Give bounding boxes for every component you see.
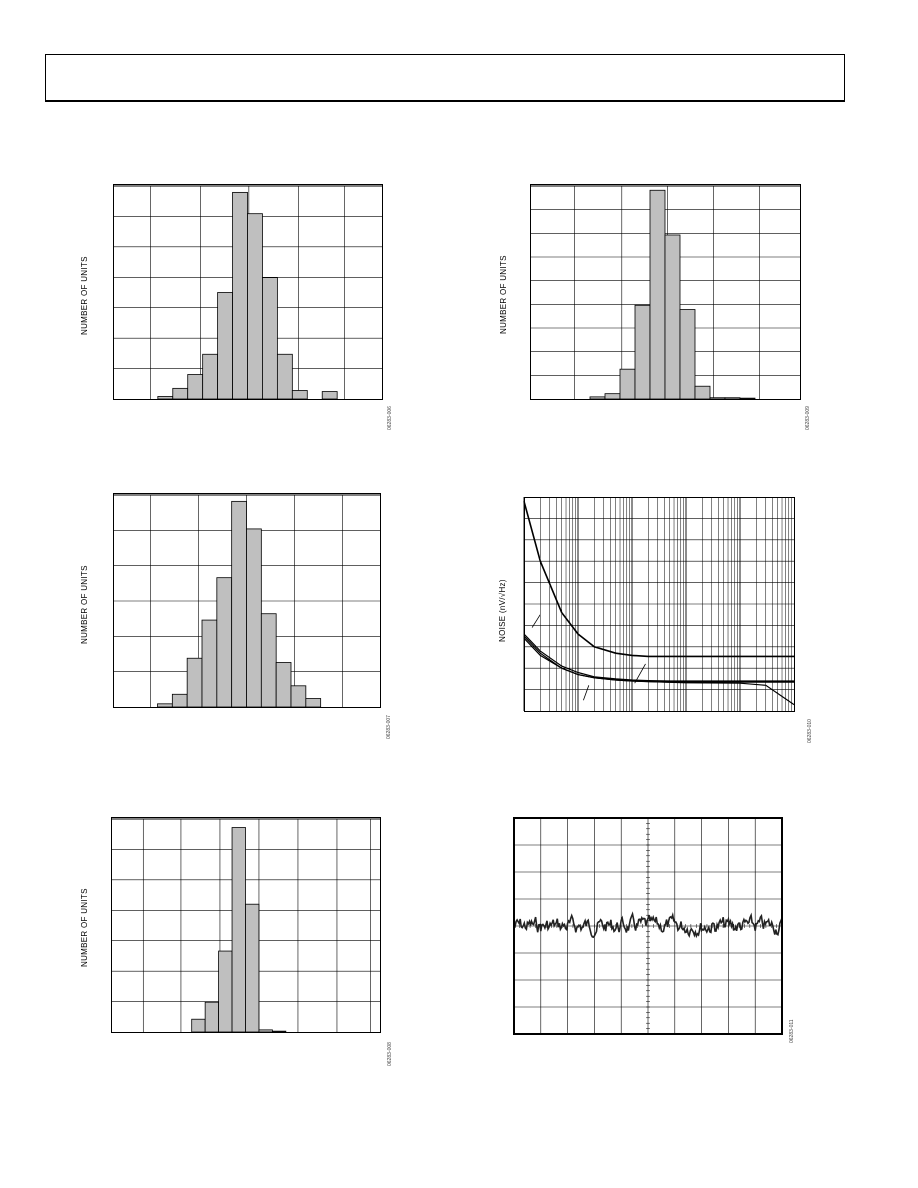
- histogram-bar: [604, 393, 621, 400]
- y-axis-label-1: NUMBER OF UNITS: [80, 256, 89, 335]
- histogram-bar: [201, 619, 218, 708]
- histogram-chart-2: [530, 184, 801, 400]
- histogram-bar: [232, 191, 248, 400]
- histogram-bar: [204, 1001, 220, 1033]
- histogram-bar: [291, 390, 308, 400]
- histogram-bar: [218, 950, 233, 1033]
- histogram-bar: [634, 304, 651, 400]
- histogram-chart-1: [113, 184, 383, 400]
- histogram-bar: [172, 387, 189, 400]
- noise-curve-1: [523, 501, 794, 658]
- noise-trace: [513, 911, 783, 939]
- histogram-bar: [649, 189, 666, 400]
- plot-frame: [524, 497, 795, 712]
- histogram-bar: [262, 277, 278, 400]
- histogram-chart-4: [111, 817, 381, 1033]
- plot-frame: [113, 493, 381, 708]
- histogram-bar: [217, 292, 233, 400]
- plot-frame: [513, 817, 783, 1035]
- histogram-chart-3: [113, 493, 381, 708]
- histogram-bar: [246, 528, 262, 708]
- y-axis-label-5: NUMBER OF UNITS: [80, 888, 89, 967]
- histogram-bar: [589, 396, 606, 400]
- callout-arrow-3: [583, 685, 590, 701]
- scope-trace-chart: [513, 817, 783, 1035]
- histogram-bar: [247, 213, 263, 400]
- histogram-bar: [275, 662, 292, 708]
- histogram-bar: [724, 397, 741, 400]
- plot-frame: [113, 184, 383, 400]
- noise-curve-2: [523, 637, 794, 683]
- histogram-bar: [187, 374, 204, 400]
- figure-id-2: 06283-009: [805, 406, 811, 430]
- histogram-bar: [709, 397, 726, 400]
- histogram-bar: [231, 827, 246, 1033]
- histogram-bar: [171, 693, 188, 708]
- histogram-bar: [216, 577, 233, 708]
- y-axis-label-3: NUMBER OF UNITS: [80, 565, 89, 644]
- histogram-bar: [694, 385, 711, 400]
- figure-id-4: 06283-010: [807, 719, 813, 743]
- histogram-bar: [305, 698, 322, 708]
- histogram-bar: [157, 396, 174, 400]
- figure-id-1: 06283-006: [387, 406, 393, 430]
- plot-frame: [111, 817, 381, 1033]
- y-axis-label-4: NOISE (nV/√Hz): [498, 579, 507, 642]
- histogram-bar: [186, 657, 203, 708]
- histogram-bar: [290, 685, 307, 708]
- figure-id-5: 06283-008: [387, 1042, 393, 1066]
- histogram-bar: [679, 309, 696, 400]
- noise-curve-4: [523, 635, 795, 706]
- noise-curve-3: [523, 633, 794, 682]
- figure-id-6: 06283-011: [789, 1019, 795, 1043]
- histogram-bar: [245, 903, 260, 1033]
- callout-arrow-1: [531, 614, 541, 628]
- histogram-bar: [231, 500, 247, 708]
- callout-arrow-2: [634, 663, 646, 684]
- histogram-bar: [258, 1029, 273, 1033]
- histogram-bar: [271, 1030, 287, 1033]
- histogram-bar: [276, 353, 293, 400]
- noise-density-chart: [523, 497, 795, 712]
- histogram-bar: [739, 397, 756, 400]
- y-axis-label-2: NUMBER OF UNITS: [499, 255, 508, 334]
- page-header-box: [45, 54, 845, 102]
- histogram-bar: [260, 613, 277, 708]
- histogram-bar: [664, 234, 681, 400]
- histogram-bar: [157, 703, 173, 708]
- histogram-bar: [202, 353, 219, 400]
- histogram-bar: [321, 391, 338, 400]
- histogram-bar: [191, 1018, 206, 1033]
- figure-id-3: 06283-007: [386, 715, 392, 739]
- plot-frame: [530, 184, 801, 400]
- histogram-bar: [619, 368, 636, 400]
